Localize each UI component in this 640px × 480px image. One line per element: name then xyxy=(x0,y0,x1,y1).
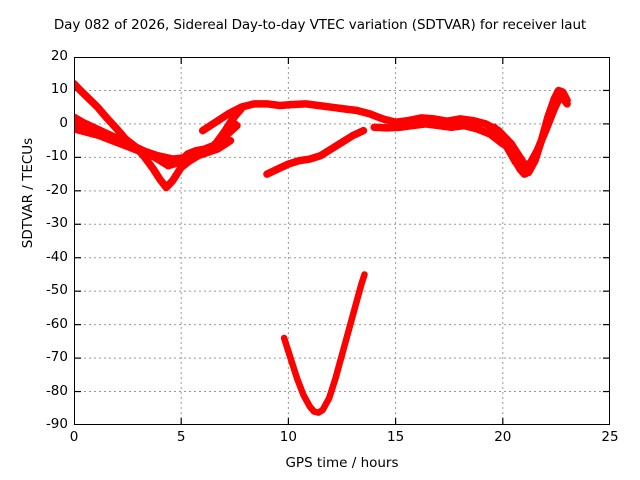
data-series-trace xyxy=(280,271,368,416)
y-tick-label: -20 xyxy=(45,181,68,198)
data-series-trace xyxy=(263,126,368,178)
data-series-trace xyxy=(494,91,571,172)
axis-ticks xyxy=(74,57,610,425)
y-tick-label: -40 xyxy=(45,248,68,265)
data-series-trace xyxy=(198,100,528,168)
data-series-trace xyxy=(74,125,235,163)
plot-frame-border xyxy=(74,57,610,425)
x-tick-label: 20 xyxy=(494,429,512,445)
x-axis-title: GPS time / hours xyxy=(285,455,399,471)
y-tick-label: 10 xyxy=(50,81,68,98)
y-tick-label: 0 xyxy=(59,114,68,131)
y-tick-label: -10 xyxy=(45,148,68,165)
y-tick-label: -50 xyxy=(45,282,68,299)
x-tick-label: 15 xyxy=(387,429,405,445)
y-tick-label: -30 xyxy=(45,215,68,232)
y-tick-label: 20 xyxy=(50,48,68,64)
y-axis-title: SDTVAR / TECUs xyxy=(20,137,36,249)
plot-canvas xyxy=(74,57,610,425)
data-series-layer xyxy=(74,80,571,416)
x-tick-label: 5 xyxy=(176,429,186,445)
y-tick-label: -80 xyxy=(45,382,68,399)
data-series-trace xyxy=(370,120,507,148)
y-tick-label: -60 xyxy=(45,315,68,332)
y-tick-label: -90 xyxy=(45,416,68,432)
x-tick-label: 25 xyxy=(601,429,619,445)
y-tick-label: -70 xyxy=(45,349,68,366)
x-tick-label: 10 xyxy=(279,429,297,445)
page-title: Day 082 of 2026, Sidereal Day-to-day VTE… xyxy=(53,17,587,33)
x-tick-label: 0 xyxy=(69,429,79,445)
